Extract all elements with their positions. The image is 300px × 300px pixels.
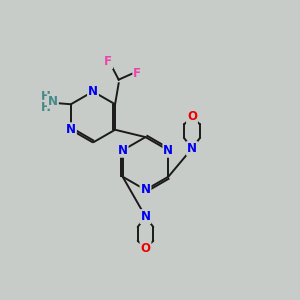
Text: O: O: [140, 242, 151, 255]
Text: N: N: [88, 85, 98, 98]
Text: N: N: [118, 144, 128, 157]
Text: N: N: [48, 95, 58, 108]
Text: H: H: [41, 90, 51, 103]
Text: N: N: [187, 142, 197, 155]
Text: F: F: [104, 55, 112, 68]
Text: O: O: [187, 110, 197, 124]
Text: N: N: [164, 144, 173, 157]
Text: N: N: [140, 183, 151, 196]
Text: F: F: [133, 67, 141, 80]
Text: N: N: [66, 123, 76, 136]
Text: H: H: [41, 101, 51, 114]
Text: N: N: [140, 210, 151, 223]
